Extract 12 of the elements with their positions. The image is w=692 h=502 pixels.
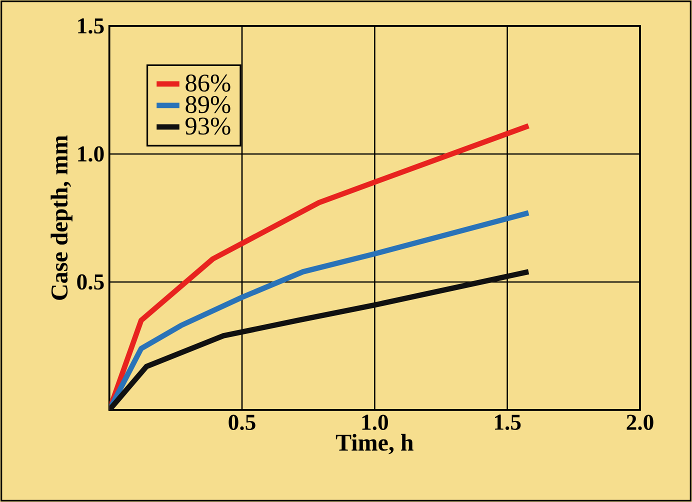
y-tick-label: 0.5 <box>77 274 104 290</box>
legend-label: 86% <box>186 74 230 92</box>
x-tick-label: 2.0 <box>626 414 654 430</box>
x-axis-title: Time, h <box>336 434 414 454</box>
x-tick-label: 1.0 <box>362 414 388 430</box>
y-tick-label: 1.5 <box>78 18 104 34</box>
y-tick-label: 1.0 <box>78 146 104 162</box>
legend-label: 89% <box>186 96 230 114</box>
x-tick-label: 1.5 <box>494 414 521 430</box>
legend-label: 93% <box>186 118 230 135</box>
y-axis-title: Case depth, mm <box>50 135 72 300</box>
x-tick-label: 0.5 <box>228 414 256 430</box>
